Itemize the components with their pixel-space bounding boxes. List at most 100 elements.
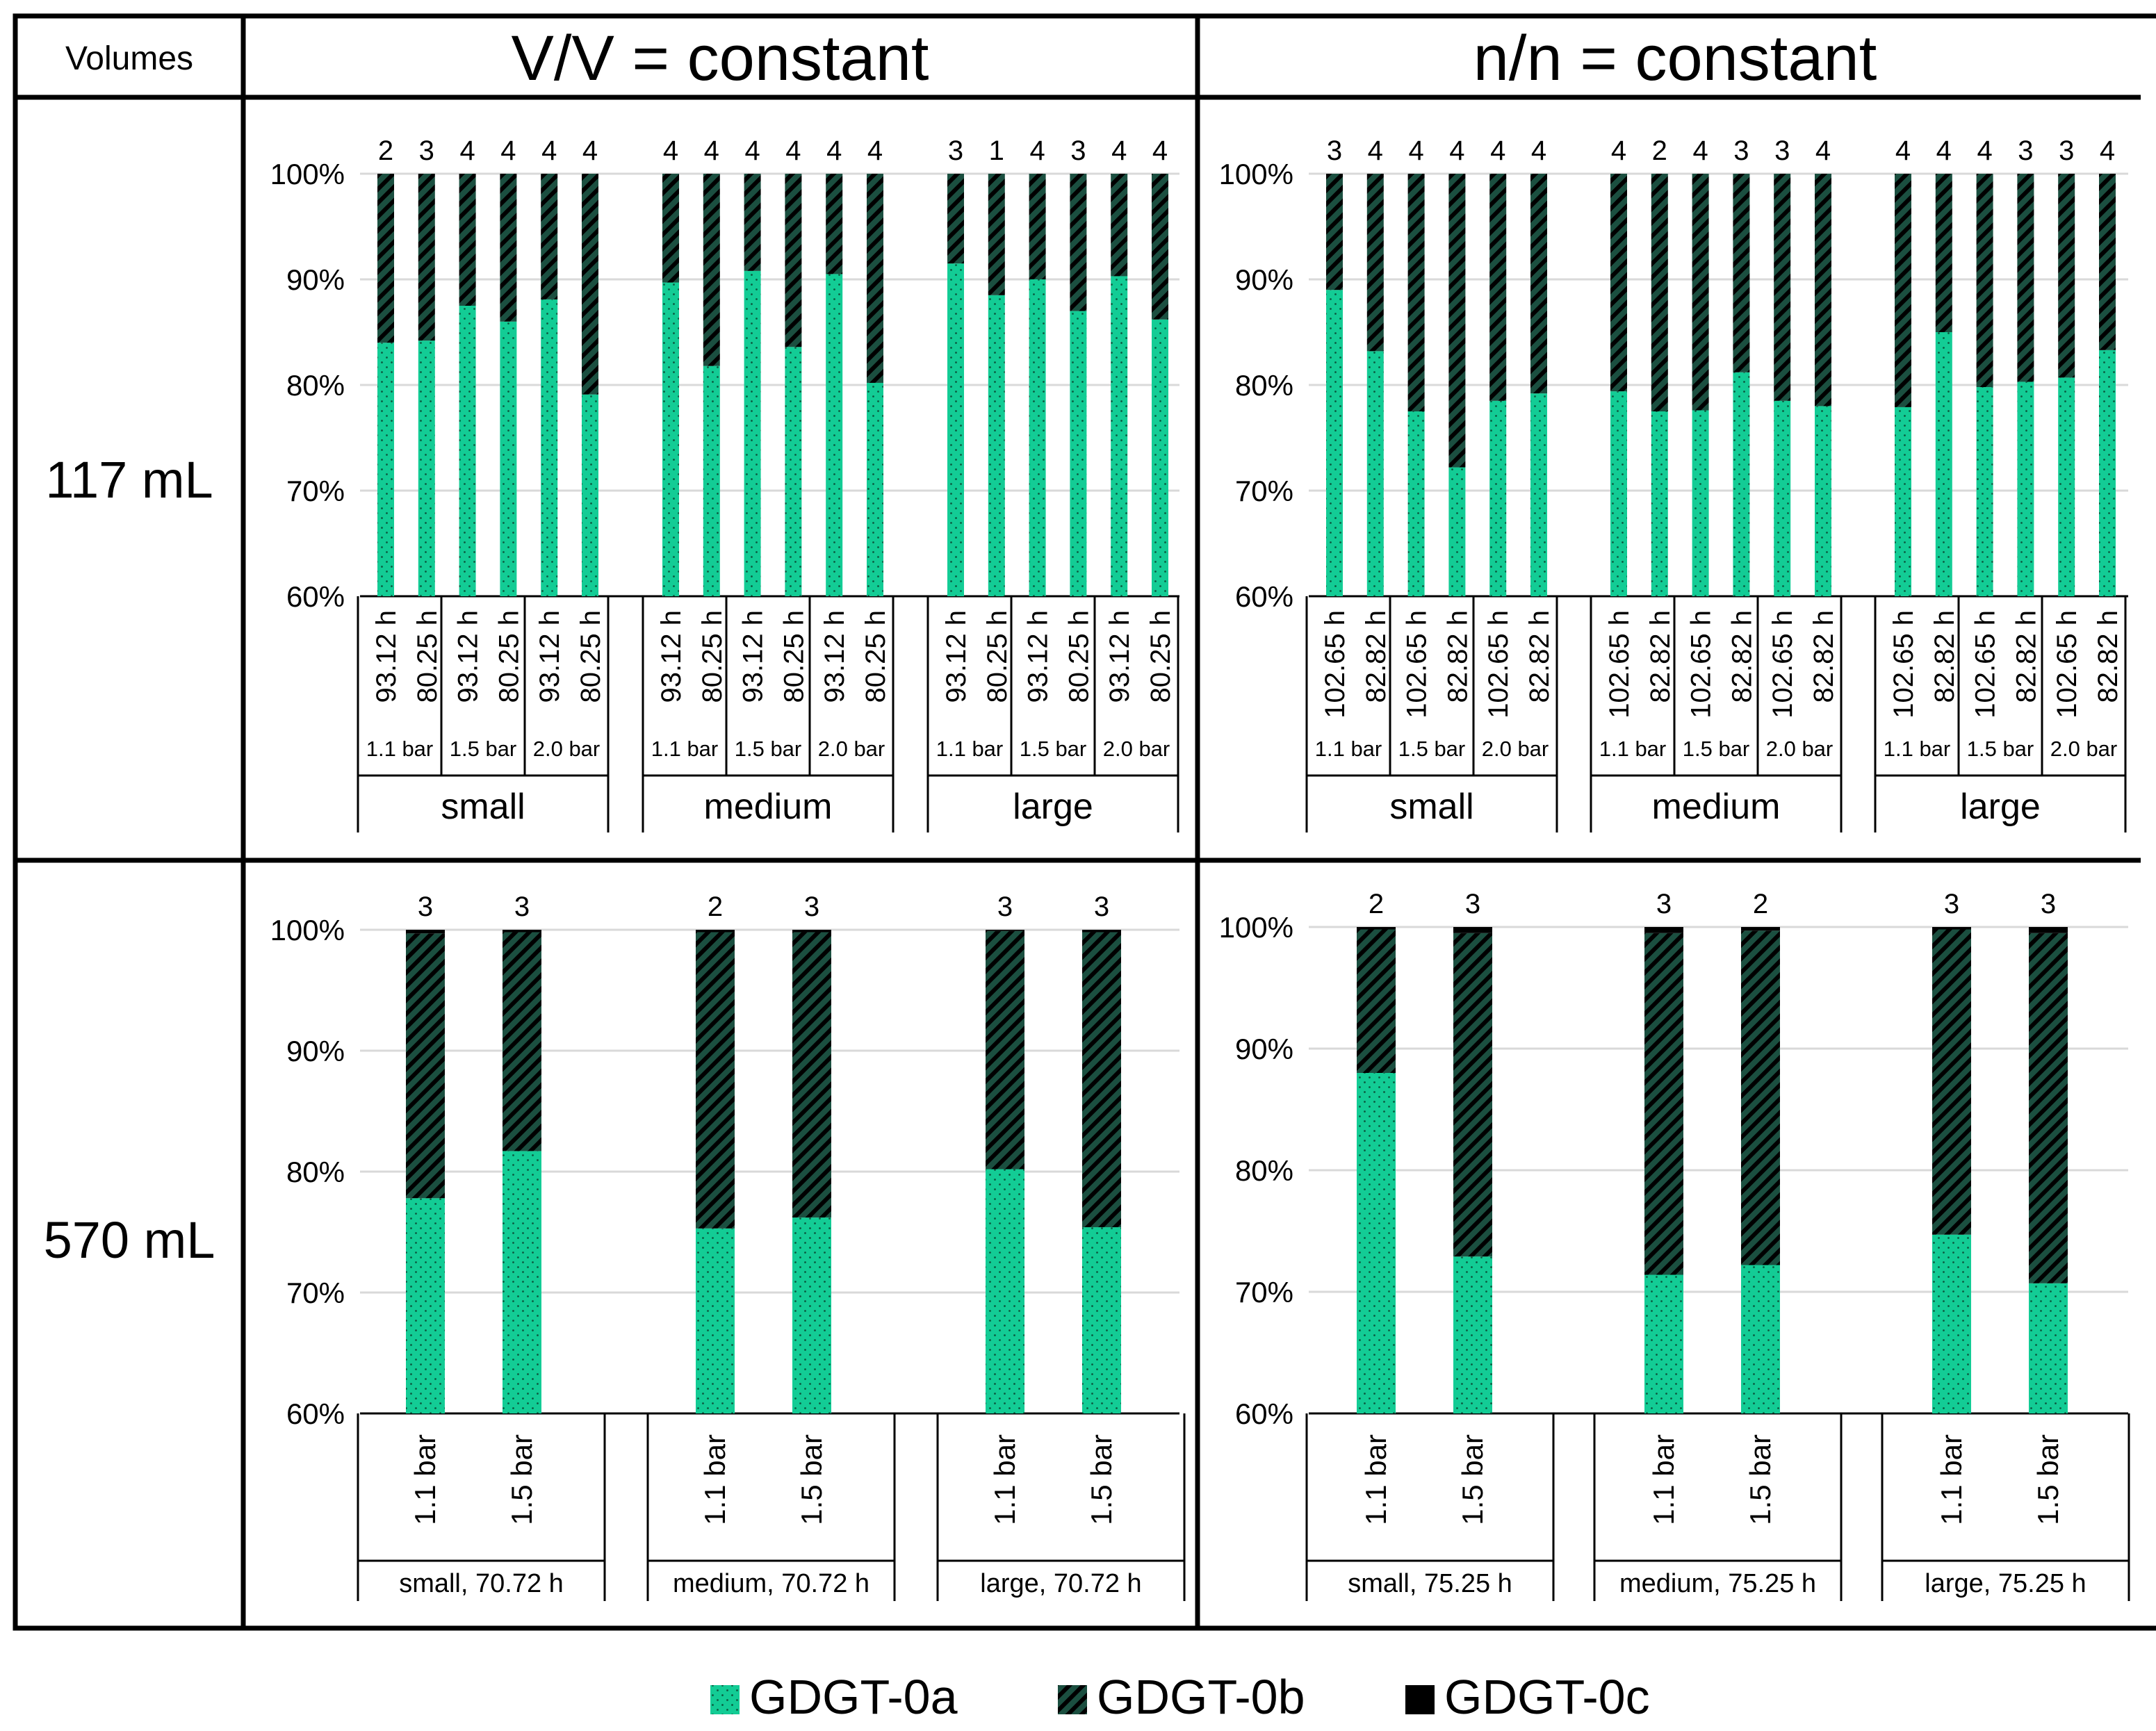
bar-gdgt0c [503,930,541,933]
pressure-label: 2.0 bar [2050,737,2118,761]
time-label: 80.25 h [697,610,728,703]
time-label: 93.12 h [453,610,484,703]
bar-gdgt0b [406,933,445,1199]
bar-gdgt0b [1029,174,1046,279]
bar-gdgt0b [744,174,761,271]
n-label: 3 [1070,136,1086,166]
group-label: small, 75.25 h [1348,1569,1512,1598]
bar-gdgt0b [1976,174,1993,388]
chart-nn-117: 60%70%80%90%100%3 4 4 4 4 4 4 2 4 3 3 4 4 4 4 3 3 41.1 ba… [1219,136,2128,832]
pressure-label: 2.0 bar [1103,737,1170,761]
time-label: 82.82 h [1726,610,1757,703]
y-tick-label: 80% [1235,1154,1293,1187]
bar-gdgt0a [1326,290,1343,596]
n-label: 4 [1152,136,1168,166]
bar-gdgt0a [1407,411,1425,596]
pressure-label: 2.0 bar [818,737,885,761]
bar-gdgt0a [1976,387,1993,596]
bar-gdgt0b [1152,174,1168,320]
bar-gdgt0b [2017,174,2034,382]
bar-gdgt0a [988,295,1005,596]
bar-gdgt0a [1530,393,1547,596]
n-label: 3 [1465,889,1480,919]
chart-vv-570: 60% 70% 80% 90% 100% 3 3 2 3 3 3 1.1 bar 1.5 bar smal… [270,892,1186,1601]
n-label: 4 [744,136,760,166]
bar-gdgt0b [2099,174,2116,350]
time-label: 93.12 h [1023,610,1054,703]
bar-gdgt0b [1741,930,1780,1265]
bar-gdgt0b [1070,174,1087,311]
n-label: 4 [663,136,678,166]
table-frame [13,13,2156,1631]
bar-gdgt0a [1610,391,1627,596]
bar-gdgt0b [1932,929,1971,1235]
n-label: 3 [2059,136,2074,166]
pressure-label: 1.1 bar [699,1434,731,1525]
group-label: large, 75.25 h [1925,1569,2086,1598]
y-tick-label: 100% [1219,158,1293,190]
y-tick-label: 100% [1219,911,1293,944]
bar-gdgt0c [696,930,735,933]
time-label: 93.12 h [738,610,769,703]
pressure-label: 1.1 bar [366,737,434,761]
time-label: 80.25 h [860,610,891,703]
legend-label-gdgt0b: GDGT-0b [1097,1670,1305,1724]
bar-gdgt0a [2017,382,2034,596]
bar-gdgt0b [418,174,435,341]
time-label: 102.65 h [1402,610,1432,719]
time-label: 82.82 h [2093,610,2123,703]
pressure-label: 1.5 bar [2032,1434,2064,1525]
bar-gdgt0b [792,932,831,1218]
bar-gdgt0b [1453,933,1492,1257]
group-label: small, 70.72 h [399,1569,564,1598]
bar-gdgt0c [1082,930,1121,933]
pressure-label: 2.0 bar [1766,737,1834,761]
bar-gdgt0b [1935,174,1952,332]
time-label: 82.82 h [1442,610,1473,703]
time-label: 82.82 h [1524,610,1555,703]
bar-gdgt0b [1407,174,1425,411]
bar-gdgt0a [500,321,517,596]
pressure-label: 1.1 bar [936,737,1004,761]
n-label: 4 [1490,136,1505,166]
column-header-vv: V/V = constant [512,23,929,94]
time-label: 80.25 h [412,610,443,703]
legend: GDGT-0a GDGT-0b GDGT-0c [710,1670,1650,1724]
n-label: 4 [1029,136,1045,166]
n-label: 4 [1815,136,1831,166]
bar-gdgt0a [1448,467,1466,596]
time-label: 80.25 h [778,610,809,703]
bar-gdgt0b [1733,174,1750,372]
time-label: 80.25 h [493,610,524,703]
bar-gdgt0b [1644,933,1683,1275]
n-label: 4 [1692,136,1708,166]
n-label: 4 [1111,136,1127,166]
y-tick-label: 60% [1235,580,1293,613]
bar-gdgt0b [1366,174,1384,352]
group-label: medium [704,787,833,827]
bar-gdgt0a [1741,1265,1780,1413]
n-label: 3 [514,892,530,922]
n-label: 4 [1531,136,1546,166]
bar-gdgt0b [1082,932,1121,1228]
bar-gdgt0a [1774,400,1791,596]
bar-gdgt0c [986,930,1024,931]
legend-swatch-gdgt0c [1405,1685,1435,1714]
bar-gdgt0b [1651,174,1668,411]
n-label: 2 [1753,889,1768,919]
bar-gdgt0b [947,174,964,264]
bar-gdgt0c [406,930,445,934]
time-label: 93.12 h [656,610,687,703]
group-label: large, 70.72 h [980,1569,1141,1598]
pressure-label: 1.5 bar [1744,1434,1777,1525]
n-label: 1 [989,136,1004,166]
pressure-label: 1.1 bar [1935,1434,1968,1525]
bar-gdgt0b [1692,174,1709,411]
pressure-label: 1.5 bar [1683,737,1750,761]
time-label: 80.25 h [982,610,1013,703]
bar-gdgt0b [1530,174,1547,394]
bar-gdgt0a [826,274,843,596]
y-tick-label: 60% [286,1397,345,1430]
bar-gdgt0c [1644,927,1683,933]
bar-gdgt0a [867,382,883,596]
